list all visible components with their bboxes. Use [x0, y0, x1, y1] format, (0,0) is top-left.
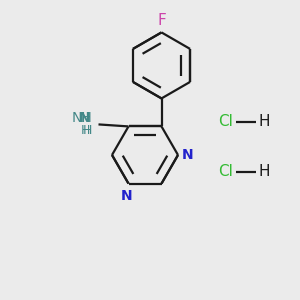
Text: H: H — [81, 124, 91, 137]
Text: H: H — [258, 115, 269, 130]
Text: N: N — [79, 111, 91, 125]
Text: H: H — [258, 164, 269, 179]
Text: N: N — [121, 189, 132, 202]
Text: F: F — [157, 14, 166, 28]
Text: H: H — [83, 124, 92, 137]
Text: Cl: Cl — [218, 115, 233, 130]
Text: Cl: Cl — [218, 164, 233, 179]
Text: NH: NH — [72, 111, 92, 125]
Text: N: N — [182, 148, 194, 162]
